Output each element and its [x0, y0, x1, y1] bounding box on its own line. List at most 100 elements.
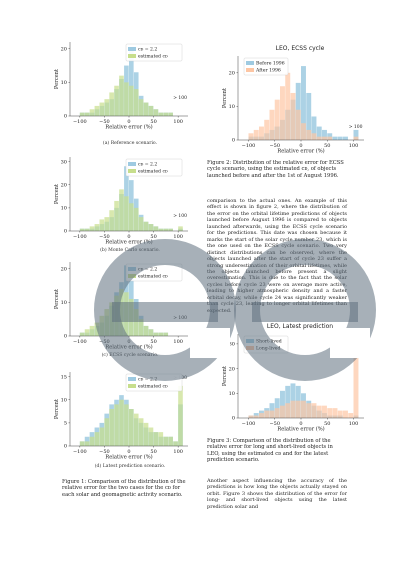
y-tick-label: 20 — [61, 266, 67, 272]
legend-box — [125, 158, 183, 177]
figure-3-caption: Figure 3: Comparison of the distribution… — [207, 438, 333, 463]
histogram-bar — [114, 200, 119, 231]
histogram-bar — [109, 302, 114, 336]
x-tick-label: 0 — [127, 449, 130, 455]
histogram-bar — [163, 112, 169, 116]
histogram-bar — [248, 133, 254, 140]
legend-swatch — [128, 267, 136, 271]
histogram-bar — [327, 136, 333, 140]
histogram-bar — [133, 207, 139, 232]
histogram-bar — [295, 109, 301, 140]
x-tick-label: −50 — [269, 421, 280, 427]
histogram-bar — [173, 441, 178, 447]
histogram-bar — [274, 398, 280, 418]
histogram-bar — [99, 315, 105, 336]
overflow-label: > 100 — [349, 345, 363, 351]
y-tick-label: 20 — [61, 182, 67, 188]
x-tick-label: 50 — [324, 143, 330, 149]
histogram-bar — [138, 319, 144, 336]
histogram-bar — [178, 226, 183, 232]
histogram-bar — [148, 427, 154, 446]
histogram-bar — [119, 189, 124, 232]
legend-label: cᴅ = 2.2 — [138, 162, 157, 168]
histogram-bar — [99, 219, 105, 231]
histogram-bar — [119, 399, 124, 446]
histogram-bar — [280, 405, 285, 418]
histogram-bar — [138, 418, 144, 446]
legend-box — [243, 57, 289, 76]
histogram-bar — [109, 210, 114, 231]
histogram-bar — [274, 408, 280, 418]
x-tick-label: 100 — [173, 449, 183, 455]
histogram-bar — [259, 126, 264, 140]
histogram-bar — [348, 413, 354, 418]
histogram-bar — [248, 415, 254, 418]
histogram-bar — [269, 410, 275, 418]
histogram-bar — [311, 116, 317, 140]
histogram-bar — [109, 409, 114, 446]
overflow-label: > 100 — [349, 124, 363, 130]
x-tick-label: 100 — [349, 421, 359, 427]
x-axis-label: Relative error (%) — [105, 239, 152, 246]
histogram-bar — [119, 75, 124, 116]
y-tick-label: 10 — [61, 397, 67, 403]
histogram-bar — [311, 403, 317, 418]
histogram-bar — [99, 102, 105, 116]
histogram-bar — [322, 129, 327, 140]
histogram-bar — [316, 136, 322, 140]
legend-swatch — [246, 346, 254, 350]
histogram-bar — [148, 329, 154, 336]
histogram-bar — [332, 408, 338, 418]
x-tick-label: −100 — [73, 234, 87, 240]
histogram-bar — [285, 403, 291, 418]
legend-swatch — [128, 384, 136, 388]
histogram-bar — [84, 112, 90, 116]
histogram-bar — [163, 436, 169, 446]
legend-swatch — [246, 339, 254, 343]
legend-label: estimated cᴅ — [138, 384, 168, 390]
y-tick-label: 10 — [229, 104, 235, 110]
histogram-bar — [89, 109, 95, 116]
histogram-bar — [269, 109, 275, 140]
y-tick-label: 0 — [64, 444, 67, 450]
histogram-bar — [343, 410, 348, 418]
histogram-bar — [79, 332, 85, 336]
histogram-bar — [143, 325, 149, 336]
histogram-bar — [79, 112, 85, 116]
figure-1a-histogram: −100 −50 0 50 100 0 10 20 Relative error (%) Perc… — [54, 42, 188, 130]
x-tick-label: −100 — [73, 119, 87, 125]
legend-label: After 1996 — [255, 68, 281, 74]
x-axis-label: Relative error (%) — [277, 426, 324, 433]
histogram-bar — [99, 427, 105, 446]
histogram-bar — [290, 400, 296, 418]
histogram-bar — [104, 99, 110, 116]
legend-label: cᴅ = 2.2 — [138, 267, 157, 273]
figure-2-histogram: −100 −50 0 50 100 0 10 20 Relative error (%) Perc… — [222, 56, 364, 154]
legend-label: estimated cᴅ — [138, 54, 168, 60]
histogram-bar — [89, 436, 95, 446]
legend-label: Before 1996 — [256, 61, 285, 67]
histogram-bar — [109, 92, 114, 116]
legend-label: Long-lived — [256, 346, 281, 352]
histogram-bar — [114, 85, 119, 116]
x-tick-label: 100 — [349, 143, 359, 149]
x-tick-label: 50 — [150, 119, 156, 125]
legend-swatch — [246, 68, 254, 72]
histogram-bar — [84, 441, 90, 447]
y-tick-label: 5 — [64, 421, 67, 427]
figure-1a-subcaption: (a) Reference scenario. — [102, 141, 158, 146]
histogram-bar — [301, 66, 306, 140]
x-tick-label: 0 — [299, 421, 302, 427]
histogram-bar — [253, 415, 259, 418]
x-tick-label: 50 — [324, 421, 330, 427]
histogram-bar — [264, 410, 270, 418]
y-tick-label: 0 — [232, 416, 235, 422]
legend-label: estimated cᴅ — [138, 274, 168, 280]
x-tick-label: 100 — [173, 119, 183, 125]
figure-3-title: LEO, Latest prediction — [266, 323, 334, 330]
histogram-bar — [124, 196, 129, 231]
histogram-bar — [84, 329, 90, 336]
x-tick-label: −50 — [269, 143, 280, 149]
